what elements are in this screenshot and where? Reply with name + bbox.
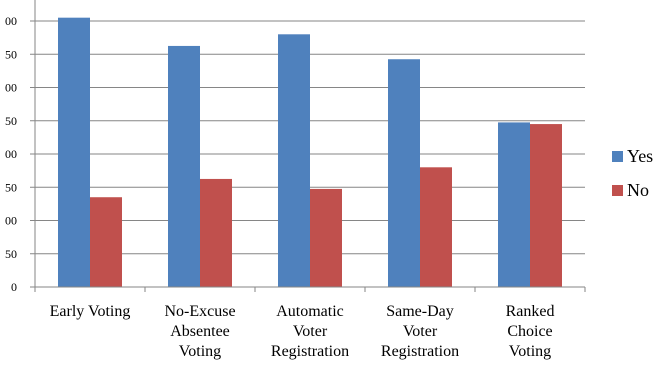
x-tick-label: Early Voting (50, 303, 131, 320)
legend: Yes No (612, 146, 653, 200)
bar-no (420, 167, 452, 287)
y-tick-label: 50 (5, 247, 17, 261)
x-tick-label: Same-Day Voter Registration (381, 303, 459, 360)
x-tick-label: No-Excuse Absentee Voting (164, 303, 235, 360)
bar-yes (498, 122, 530, 287)
y-tick-label: 50 (5, 47, 17, 61)
y-tick-label: 00 (5, 147, 17, 161)
x-tick-label: Ranked Choice Voting (506, 303, 555, 360)
bar-no (90, 197, 122, 287)
y-tick-label: 00 (5, 81, 17, 95)
legend-label-yes: Yes (627, 146, 653, 166)
bar-yes (58, 17, 90, 288)
legend-swatch-no (612, 185, 623, 196)
bar-yes (388, 59, 420, 287)
y-tick-label: 50 (5, 180, 17, 194)
y-tick-label: 00 (5, 14, 17, 28)
y-tick-label: 0 (11, 280, 17, 294)
bar-yes (168, 45, 200, 287)
x-tick-label: Automatic Voter Registration (271, 303, 349, 360)
bars (58, 17, 562, 288)
y-tick-label: 50 (5, 114, 17, 128)
bar-no (310, 188, 342, 287)
bar-no (530, 124, 562, 287)
y-tick-label: 00 (5, 214, 17, 228)
y-tick-labels: 0 50 00 50 00 50 00 50 00 (5, 14, 17, 294)
bar-no (200, 178, 232, 287)
axes (30, 0, 586, 292)
legend-label-no: No (627, 180, 649, 200)
x-tick-labels: Early Voting No-Excuse Absentee Voting Autom… (50, 303, 555, 360)
legend-swatch-yes (612, 151, 623, 162)
bar-yes (278, 34, 310, 287)
